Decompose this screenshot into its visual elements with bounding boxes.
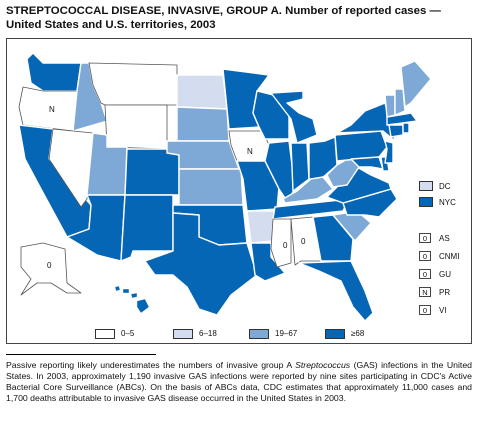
- legend-swatch-68-plus: [325, 329, 345, 339]
- label-alabama: 0: [301, 237, 306, 246]
- footnote: Passive reporting likely underestimates …: [6, 360, 472, 404]
- state-fl: [298, 260, 374, 322]
- label-nyc: NYC: [439, 198, 456, 207]
- state-tx: [144, 212, 258, 316]
- state-hi: [114, 285, 150, 314]
- legend-label-0-5: 0–5: [121, 329, 135, 338]
- state-tn: [272, 198, 350, 220]
- map-title: STREPTOCOCCAL DISEASE, INVASIVE, GROUP A…: [6, 5, 441, 31]
- label-oregon: N: [49, 105, 55, 114]
- state-ma: [386, 112, 418, 126]
- footnote-italic: Streptococcus: [295, 360, 351, 370]
- us-choropleth-map: [18, 52, 432, 322]
- label-mississippi: 0: [283, 241, 288, 250]
- map-frame: N N 0 0 0 DC NYC 0 AS 0 CNMI 0 GU N PR 0…: [6, 38, 472, 344]
- territory-vi-value: 0: [419, 305, 431, 315]
- territory-pr-value: N: [419, 287, 431, 297]
- label-dc: DC: [439, 182, 451, 191]
- legend-swatch-19-67: [249, 329, 269, 339]
- state-nm: [120, 194, 174, 262]
- state-nj: [384, 140, 394, 164]
- state-ri: [402, 122, 410, 134]
- legend-label-6-18: 6–18: [199, 329, 217, 338]
- footnote-part-a: Passive reporting likely underestimates …: [6, 360, 296, 370]
- state-ks: [178, 168, 244, 206]
- legend-swatch-6-18: [173, 329, 193, 339]
- state-wa: [26, 52, 82, 92]
- state-md: [350, 156, 384, 170]
- state-co: [124, 148, 180, 196]
- swatch-nyc: [419, 197, 433, 207]
- territory-cnmi-label: CNMI: [439, 252, 460, 261]
- territory-gu-label: GU: [439, 270, 451, 279]
- state-sd: [176, 106, 230, 142]
- state-nv: [48, 128, 94, 208]
- label-alaska: 0: [47, 261, 52, 270]
- state-ga: [312, 214, 354, 262]
- footnote-rule: [6, 354, 156, 355]
- state-vt: [384, 94, 396, 118]
- state-ak: [20, 242, 82, 296]
- legend-swatch-0-5: [95, 329, 115, 339]
- legend-label-68-plus: ≥68: [351, 329, 365, 338]
- territory-gu-value: 0: [419, 269, 431, 279]
- legend-label-19-67: 19–67: [275, 329, 298, 338]
- state-wy: [104, 104, 168, 150]
- state-mi: [270, 90, 318, 144]
- state-nd: [176, 74, 228, 110]
- state-mt: [88, 62, 178, 106]
- territory-vi-label: VI: [439, 306, 447, 315]
- state-ms: [270, 218, 292, 268]
- state-me: [400, 60, 432, 108]
- territory-as-value: 0: [419, 233, 431, 243]
- state-nh: [394, 88, 406, 116]
- state-al: [290, 216, 322, 266]
- territory-as-label: AS: [439, 234, 450, 243]
- label-iowa: N: [247, 147, 253, 156]
- territory-cnmi-value: 0: [419, 251, 431, 261]
- territory-pr-label: PR: [439, 288, 451, 297]
- footnote-part-c: (GAS) infections in the United States. I…: [6, 360, 472, 403]
- state-or: [18, 86, 78, 132]
- swatch-dc: [419, 181, 433, 191]
- state-ct: [388, 124, 404, 138]
- state-ky: [282, 176, 334, 204]
